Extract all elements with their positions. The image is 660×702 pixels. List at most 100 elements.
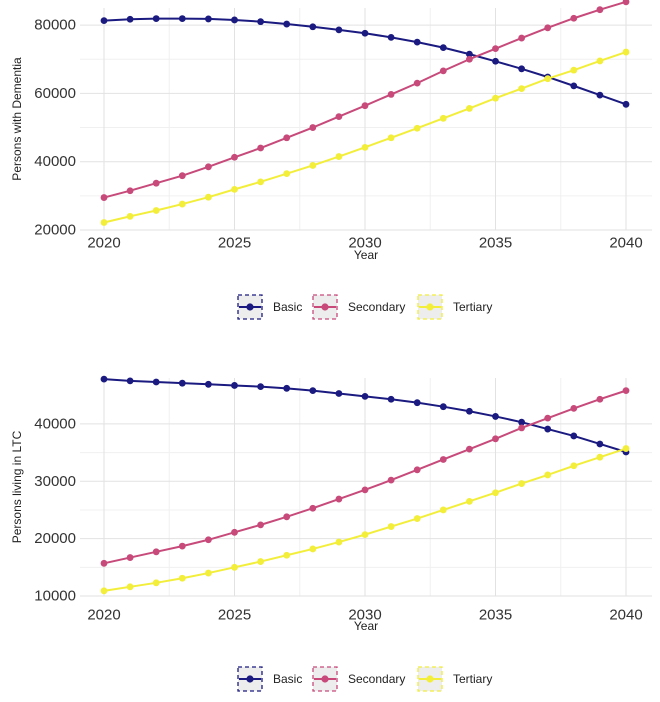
data-point-basic: [570, 82, 578, 90]
legend: Basic Secondary Tertiary: [237, 294, 492, 320]
data-point-tertiary: [518, 480, 525, 487]
data-point-tertiary: [596, 453, 604, 461]
data-point-tertiary: [231, 185, 238, 193]
data-point-basic: [309, 387, 317, 395]
data-point-tertiary: [152, 207, 160, 214]
data-point-tertiary: [257, 178, 264, 186]
data-point-basic: [518, 418, 525, 426]
data-point-basic: [205, 380, 212, 388]
chart-dementia: 2020 2025 2030 2035 2040 20000 40000 60000 80000…: [10, 0, 652, 320]
data-point-basic: [152, 378, 160, 386]
y-axis-title: Persons living in LTC: [10, 430, 24, 543]
data-point-tertiary: [492, 94, 499, 102]
data-point-tertiary: [100, 587, 108, 595]
data-point-basic: [283, 20, 291, 28]
legend-item-secondary: Secondary: [312, 294, 405, 320]
data-point-secondary: [439, 456, 447, 463]
data-point-secondary: [570, 405, 578, 412]
data-point-tertiary: [466, 497, 473, 505]
data-point-secondary: [309, 504, 317, 512]
data-point-secondary: [596, 395, 604, 403]
data-point-secondary: [257, 521, 264, 529]
data-point-secondary: [518, 424, 525, 432]
data-point-tertiary: [622, 48, 630, 56]
data-point-secondary: [413, 466, 421, 474]
data-point-secondary: [152, 548, 160, 556]
data-point-tertiary: [205, 569, 212, 577]
data-point-tertiary: [544, 75, 552, 83]
data-point-secondary: [544, 414, 552, 422]
data-point-tertiary: [257, 558, 264, 565]
legend-key-marker: [246, 303, 254, 311]
chart-ltc: 2020 2025 2030 2035 2040 10000 20000 30000 40000…: [10, 375, 652, 692]
data-point-basic: [544, 425, 552, 433]
data-point-secondary: [231, 153, 238, 161]
y-tick-label: 60000: [34, 85, 76, 102]
x-tick-label: 2020: [87, 606, 120, 623]
data-point-tertiary: [361, 143, 369, 151]
data-point-secondary: [335, 113, 343, 121]
x-tick-label: 2030: [348, 234, 381, 251]
data-point-secondary: [492, 45, 499, 53]
y-tick-label: 40000: [34, 415, 76, 432]
data-point-tertiary: [126, 583, 134, 591]
legend-label: Tertiary: [453, 672, 492, 686]
x-tick-label: 2040: [609, 234, 642, 251]
y-axis-title: Persons with Dementia: [10, 57, 24, 181]
data-point-tertiary: [361, 531, 369, 539]
data-point-secondary: [622, 0, 630, 6]
data-point-secondary: [100, 194, 108, 201]
data-point-secondary: [466, 55, 473, 63]
data-point-basic: [361, 392, 369, 400]
data-point-basic: [492, 57, 499, 65]
legend-label: Basic: [273, 300, 302, 314]
legend-key-marker: [246, 675, 254, 683]
data-point-basic: [257, 18, 264, 26]
data-point-tertiary: [413, 515, 421, 522]
legend-label: Tertiary: [453, 300, 492, 314]
data-point-secondary: [335, 495, 343, 503]
x-tick-label: 2025: [218, 234, 251, 251]
legend-item-tertiary: Tertiary: [417, 294, 492, 320]
legend-label: Basic: [273, 672, 302, 686]
data-point-tertiary: [570, 462, 578, 470]
data-point-tertiary: [596, 57, 604, 65]
data-point-tertiary: [205, 193, 212, 201]
data-point-tertiary: [439, 114, 447, 122]
y-tick-label: 20000: [34, 530, 76, 547]
legend-item-basic: Basic: [237, 666, 302, 692]
data-point-tertiary: [309, 162, 317, 169]
data-point-secondary: [492, 435, 499, 443]
data-point-basic: [622, 100, 630, 108]
data-point-basic: [361, 29, 369, 37]
legend-label: Secondary: [348, 300, 405, 314]
data-point-basic: [413, 399, 421, 407]
data-point-tertiary: [335, 153, 343, 160]
data-point-secondary: [231, 528, 238, 536]
data-point-tertiary: [231, 563, 238, 571]
y-tick-label: 40000: [34, 153, 76, 170]
data-point-basic: [387, 33, 395, 41]
data-point-tertiary: [283, 551, 291, 559]
data-point-basic: [413, 38, 421, 46]
x-tick-label: 2020: [87, 234, 120, 251]
data-point-secondary: [205, 536, 212, 544]
legend-key-marker: [321, 675, 329, 683]
data-point-tertiary: [178, 200, 186, 208]
data-point-secondary: [152, 179, 160, 187]
legend-key-marker: [321, 303, 329, 311]
legend-item-basic: Basic: [237, 294, 302, 320]
data-point-basic: [596, 440, 604, 448]
y-tick-label: 80000: [34, 17, 76, 34]
data-point-basic: [178, 15, 186, 22]
data-point-secondary: [283, 134, 291, 142]
data-point-basic: [335, 26, 343, 34]
legend-item-tertiary: Tertiary: [417, 666, 492, 692]
data-point-secondary: [596, 6, 604, 14]
data-point-basic: [178, 379, 186, 387]
data-point-basic: [257, 383, 264, 391]
data-point-secondary: [466, 445, 473, 453]
plot-area: [80, 8, 652, 230]
data-point-secondary: [361, 486, 369, 494]
data-point-secondary: [439, 67, 447, 75]
